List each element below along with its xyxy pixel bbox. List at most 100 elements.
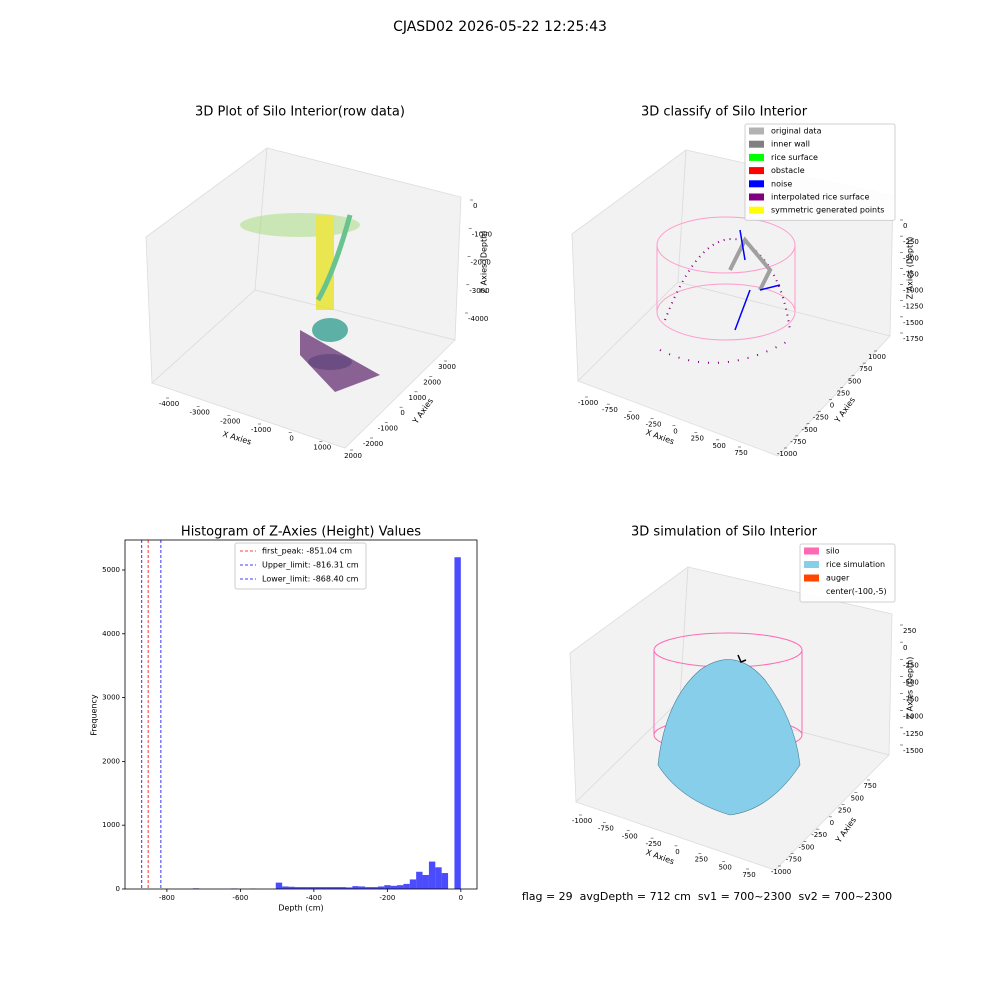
z-tick-label: -1500 bbox=[903, 319, 923, 327]
x-tick-label: -250 bbox=[646, 840, 662, 848]
cloud bbox=[312, 318, 348, 342]
bar bbox=[314, 887, 321, 889]
y-tick-label: -750 bbox=[786, 856, 802, 864]
x-tick-label: 750 bbox=[734, 449, 747, 457]
legend-label: interpolated rice surface bbox=[771, 193, 869, 202]
x-tick-label: 0 bbox=[675, 848, 679, 856]
legend-label: center(-100,-5) bbox=[826, 587, 887, 596]
z-axis-label: Z Axies (Depth) bbox=[480, 231, 489, 294]
legend-swatch bbox=[804, 574, 819, 582]
bar bbox=[294, 887, 302, 889]
legend-swatch bbox=[804, 547, 819, 555]
y-tick-label: 1000 bbox=[868, 353, 886, 361]
legend-box bbox=[799, 543, 896, 603]
dots bbox=[664, 238, 791, 331]
legend-swatch bbox=[749, 180, 764, 188]
legend-label: Lower_limit: -868.40 cm bbox=[262, 575, 359, 584]
y-tick-label: -250 bbox=[811, 831, 827, 839]
legend-label: inner wall bbox=[771, 140, 810, 149]
legend-label: symmetric generated points bbox=[771, 206, 884, 215]
z-tick-label: -250 bbox=[903, 238, 919, 246]
x-tick-label: -400 bbox=[306, 894, 322, 902]
bar bbox=[301, 887, 308, 889]
x-tick-label: 0 bbox=[673, 428, 677, 436]
z-tick-label: -750 bbox=[903, 696, 919, 704]
y-tick-label: 2000 bbox=[423, 378, 441, 386]
z-tick-label: -4000 bbox=[468, 315, 488, 323]
bar bbox=[345, 887, 353, 889]
plot-frame bbox=[124, 539, 478, 890]
y-axis-label: Y Axies bbox=[833, 816, 858, 846]
legend-swatch bbox=[749, 140, 764, 148]
x-tick-label: -3000 bbox=[189, 409, 209, 417]
bar bbox=[454, 557, 461, 889]
raw-cloud bbox=[240, 213, 380, 392]
y-tick-label: 0 bbox=[116, 885, 120, 893]
y-tick-label: 500 bbox=[851, 794, 864, 802]
legend-swatch bbox=[804, 561, 819, 568]
legend-label: Upper_limit: -816.31 cm bbox=[262, 561, 359, 570]
legend-label: obstacle bbox=[771, 166, 805, 175]
pane bbox=[151, 289, 456, 449]
z-tick-label: -500 bbox=[903, 678, 919, 686]
y-tick-label: -1000 bbox=[777, 450, 797, 458]
z-tick-label: -1000 bbox=[903, 713, 923, 721]
bar bbox=[371, 887, 378, 889]
z-axis-label: Z Axies (Depth) bbox=[906, 657, 915, 720]
x-tick-label: -1000 bbox=[251, 426, 271, 434]
auger bbox=[737, 654, 747, 663]
bar bbox=[435, 867, 442, 889]
legend-swatch bbox=[749, 127, 764, 135]
z-tick-label: -1000 bbox=[472, 230, 492, 238]
x-tick-label: -4000 bbox=[159, 400, 179, 408]
legend-box bbox=[234, 542, 367, 590]
x-tick-label: -600 bbox=[232, 894, 248, 902]
y-tick-label: -1000 bbox=[378, 425, 398, 433]
legend-swatch bbox=[749, 193, 764, 201]
legend-label: rice surface bbox=[771, 153, 818, 162]
bar bbox=[403, 883, 410, 889]
noise bbox=[734, 229, 781, 331]
bar bbox=[416, 871, 423, 889]
x-axis-label: X Axies bbox=[222, 429, 253, 446]
x-tick-label: -1000 bbox=[578, 399, 598, 407]
x-tick-label: 250 bbox=[691, 435, 704, 443]
y-tick-label: -500 bbox=[798, 843, 814, 851]
chart-title: 3D classify of Silo Interior bbox=[641, 105, 808, 120]
x-tick-label: -500 bbox=[622, 832, 638, 840]
x-tick-label: -750 bbox=[602, 406, 618, 414]
x-tick-label: 500 bbox=[712, 442, 725, 450]
legend-label: silo bbox=[826, 547, 840, 556]
z-tick-label: -3000 bbox=[469, 287, 489, 295]
bar bbox=[326, 887, 334, 889]
y-tick-label: 250 bbox=[838, 807, 851, 815]
y-tick-label: 1000 bbox=[408, 394, 426, 402]
x-tick-label: -500 bbox=[624, 413, 640, 421]
x-tick-label: 500 bbox=[718, 863, 731, 871]
chart-title: Histogram of Z-Axies (Height) Values bbox=[181, 525, 421, 540]
bar bbox=[397, 885, 404, 889]
legend-swatch bbox=[749, 153, 764, 161]
z-tick-label: -1750 bbox=[903, 335, 923, 343]
z-tick-label: -1250 bbox=[903, 303, 923, 311]
y-tick-label: -250 bbox=[813, 414, 829, 422]
figure-title: CJASD02 2026-05-22 12:25:43 bbox=[393, 19, 607, 35]
bar bbox=[275, 882, 283, 889]
z-tick-label: 0 bbox=[903, 222, 907, 230]
bar bbox=[377, 886, 385, 889]
y-tick-label: 5000 bbox=[102, 566, 120, 574]
z-tick-label: -750 bbox=[903, 270, 919, 278]
legend-label: auger bbox=[826, 574, 850, 583]
x-tick-label: -250 bbox=[646, 420, 662, 428]
bar bbox=[320, 887, 327, 889]
legend-box bbox=[744, 123, 896, 221]
y-tick-label: 3000 bbox=[438, 363, 456, 371]
x-tick-label: 1000 bbox=[313, 443, 331, 451]
bar bbox=[282, 886, 289, 889]
z-tick-label: 250 bbox=[903, 627, 916, 635]
z-tick-label: -1500 bbox=[903, 747, 923, 755]
bar bbox=[365, 887, 372, 889]
z-tick-label: -250 bbox=[903, 661, 919, 669]
cloud bbox=[315, 214, 353, 302]
cloud bbox=[240, 213, 360, 237]
